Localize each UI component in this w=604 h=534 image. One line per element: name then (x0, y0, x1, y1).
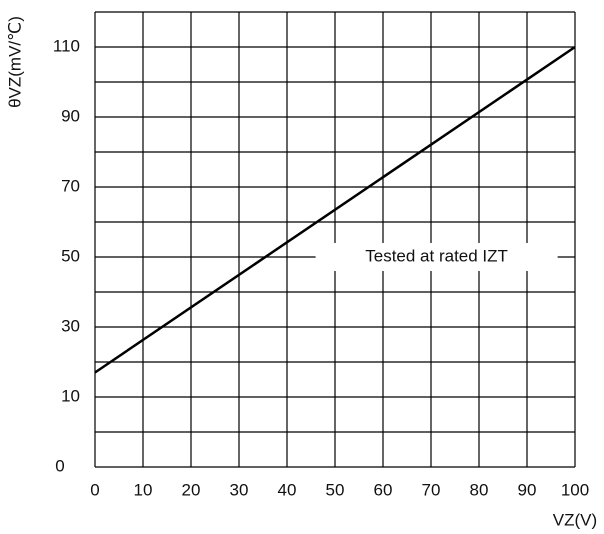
y-axis-label: θVZ(mV/℃) (5, 16, 24, 108)
y-tick-label: 90 (61, 106, 80, 125)
x-tick-label: 30 (230, 480, 249, 499)
annotation-background (315, 243, 558, 271)
corner-label: 0 (55, 456, 64, 475)
x-tick-label: 70 (422, 480, 441, 499)
y-tick-label: 30 (61, 316, 80, 335)
x-axis-label: VZ(V) (553, 510, 597, 529)
y-tick-label: 70 (61, 176, 80, 195)
x-tick-label: 0 (90, 480, 99, 499)
x-tick-label: 10 (134, 480, 153, 499)
y-tick-label: 110 (53, 36, 80, 55)
x-tick-label: 90 (518, 480, 537, 499)
annotation: Tested at rated IZT (365, 246, 508, 265)
y-tick-label: 10 (61, 386, 80, 405)
x-tick-label: 40 (278, 480, 297, 499)
x-tick-label: 20 (182, 480, 201, 499)
x-tick-label: 60 (374, 480, 393, 499)
y-tick-label: 50 (61, 246, 80, 265)
data-line (94, 45, 576, 374)
x-tick-label: 80 (470, 480, 489, 499)
x-tick-label: 100 (561, 480, 589, 499)
x-tick-label: 50 (326, 480, 345, 499)
